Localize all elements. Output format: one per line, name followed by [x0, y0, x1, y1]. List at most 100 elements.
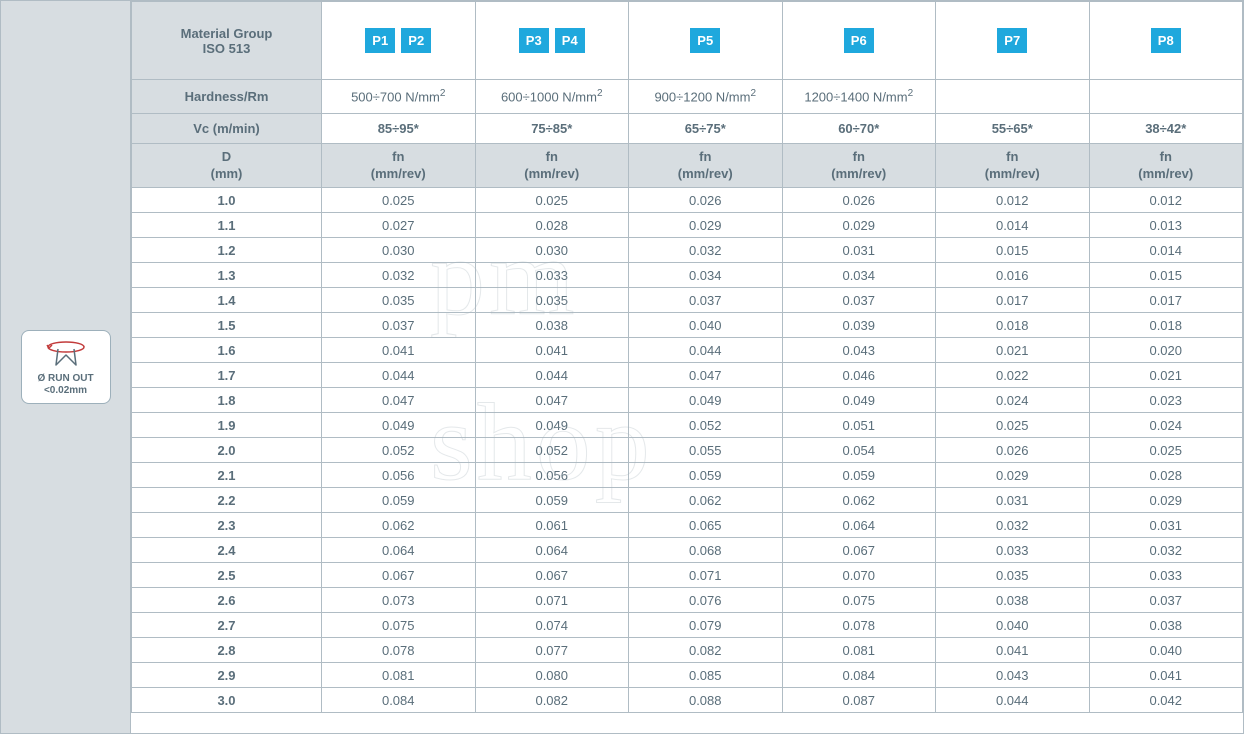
fn-cell: 0.027: [322, 213, 476, 238]
fn-cell: 0.047: [629, 363, 783, 388]
fn-cell: 0.055: [629, 438, 783, 463]
fn-cell: 0.041: [475, 338, 629, 363]
fn-cell: 0.014: [936, 213, 1090, 238]
fn-cell: 0.052: [475, 438, 629, 463]
fn-cell: 0.033: [475, 263, 629, 288]
fn-cell: 0.082: [629, 638, 783, 663]
fn-cell: 0.017: [936, 288, 1090, 313]
fn-cell: 0.067: [475, 563, 629, 588]
fn-cell: 0.025: [322, 188, 476, 213]
fn-cell: 0.068: [629, 538, 783, 563]
table-row: 3.00.0840.0820.0880.0870.0440.042: [132, 688, 1243, 713]
runout-label-2: <0.02mm: [26, 385, 106, 397]
fn-cell: 0.082: [475, 688, 629, 713]
fn-cell: 0.051: [782, 413, 936, 438]
fn-cell: 0.056: [322, 463, 476, 488]
fn-cell: 0.023: [1089, 388, 1243, 413]
header-hardness: Hardness/Rm: [132, 80, 322, 114]
fn-cell: 0.047: [322, 388, 476, 413]
fn-cell: 0.015: [1089, 263, 1243, 288]
fn-cell: 0.020: [1089, 338, 1243, 363]
fn-cell: 0.012: [936, 188, 1090, 213]
fn-cell: 0.044: [629, 338, 783, 363]
fn-cell: 0.044: [322, 363, 476, 388]
fn-cell: 0.074: [475, 613, 629, 638]
fn-cell: 0.078: [782, 613, 936, 638]
vc-4: 55÷65*: [936, 114, 1090, 144]
hardness-4: [936, 80, 1090, 114]
sidebar: Ø RUN OUT <0.02mm: [1, 1, 131, 733]
fn-cell: 0.037: [322, 313, 476, 338]
d-l2: (mm): [211, 166, 243, 181]
diameter-cell: 2.6: [132, 588, 322, 613]
diameter-cell: 2.8: [132, 638, 322, 663]
diameter-cell: 2.9: [132, 663, 322, 688]
hardness-1: 600÷1000 N/mm2: [475, 80, 629, 114]
hardness-2: 900÷1200 N/mm2: [629, 80, 783, 114]
hardness-0: 500÷700 N/mm2: [322, 80, 476, 114]
fn-cell: 0.021: [936, 338, 1090, 363]
fn-cell: 0.040: [629, 313, 783, 338]
fn-cell: 0.037: [629, 288, 783, 313]
fn-cell: 0.052: [322, 438, 476, 463]
d-l1: D: [222, 149, 231, 164]
fn-cell: 0.029: [782, 213, 936, 238]
p-chip: P4: [555, 28, 585, 53]
fn-cell: 0.013: [1089, 213, 1243, 238]
fn-cell: 0.031: [1089, 513, 1243, 538]
fn-cell: 0.071: [475, 588, 629, 613]
table-row: 2.30.0620.0610.0650.0640.0320.031: [132, 513, 1243, 538]
fn-cell: 0.079: [629, 613, 783, 638]
fn-cell: 0.035: [475, 288, 629, 313]
diameter-cell: 2.5: [132, 563, 322, 588]
fn-cell: 0.078: [322, 638, 476, 663]
fn-cell: 0.032: [322, 263, 476, 288]
fn-cell: 0.038: [936, 588, 1090, 613]
table-row: 1.40.0350.0350.0370.0370.0170.017: [132, 288, 1243, 313]
header-vc: Vc (m/min): [132, 114, 322, 144]
diameter-cell: 1.3: [132, 263, 322, 288]
fn-cell: 0.064: [782, 513, 936, 538]
header-fn-4: fn(mm/rev): [936, 144, 1090, 188]
diameter-cell: 1.9: [132, 413, 322, 438]
fn-cell: 0.032: [936, 513, 1090, 538]
fn-cell: 0.031: [782, 238, 936, 263]
table-row: 2.00.0520.0520.0550.0540.0260.025: [132, 438, 1243, 463]
diameter-cell: 2.0: [132, 438, 322, 463]
pgroup-2: P5: [629, 2, 783, 80]
fn-cell: 0.044: [475, 363, 629, 388]
fn-cell: 0.062: [322, 513, 476, 538]
fn-cell: 0.024: [936, 388, 1090, 413]
fn-cell: 0.032: [629, 238, 783, 263]
diameter-cell: 2.1: [132, 463, 322, 488]
fn-cell: 0.062: [629, 488, 783, 513]
diameter-cell: 1.0: [132, 188, 322, 213]
table-row: 1.10.0270.0280.0290.0290.0140.013: [132, 213, 1243, 238]
material-group-l1: Material Group: [181, 26, 273, 41]
fn-cell: 0.071: [629, 563, 783, 588]
header-fn-3: fn(mm/rev): [782, 144, 936, 188]
fn-cell: 0.075: [782, 588, 936, 613]
fn-cell: 0.025: [475, 188, 629, 213]
fn-cell: 0.044: [936, 688, 1090, 713]
fn-cell: 0.064: [322, 538, 476, 563]
table-area: Material Group ISO 513 P1P2 P3P4 P5 P6 P…: [131, 1, 1243, 733]
table-row: 1.80.0470.0470.0490.0490.0240.023: [132, 388, 1243, 413]
table-row: 1.20.0300.0300.0320.0310.0150.014: [132, 238, 1243, 263]
diameter-cell: 1.8: [132, 388, 322, 413]
fn-cell: 0.081: [322, 663, 476, 688]
diameter-cell: 2.4: [132, 538, 322, 563]
fn-cell: 0.037: [1089, 588, 1243, 613]
fn-cell: 0.064: [475, 538, 629, 563]
fn-cell: 0.059: [629, 463, 783, 488]
page: Ø RUN OUT <0.02mm Material Group ISO 513…: [0, 0, 1244, 734]
table-row: 2.20.0590.0590.0620.0620.0310.029: [132, 488, 1243, 513]
hardness-3: 1200÷1400 N/mm2: [782, 80, 936, 114]
fn-cell: 0.077: [475, 638, 629, 663]
vc-0: 85÷95*: [322, 114, 476, 144]
fn-cell: 0.029: [936, 463, 1090, 488]
fn-cell: 0.031: [936, 488, 1090, 513]
fn-cell: 0.054: [782, 438, 936, 463]
table-row: 2.80.0780.0770.0820.0810.0410.040: [132, 638, 1243, 663]
vc-3: 60÷70*: [782, 114, 936, 144]
